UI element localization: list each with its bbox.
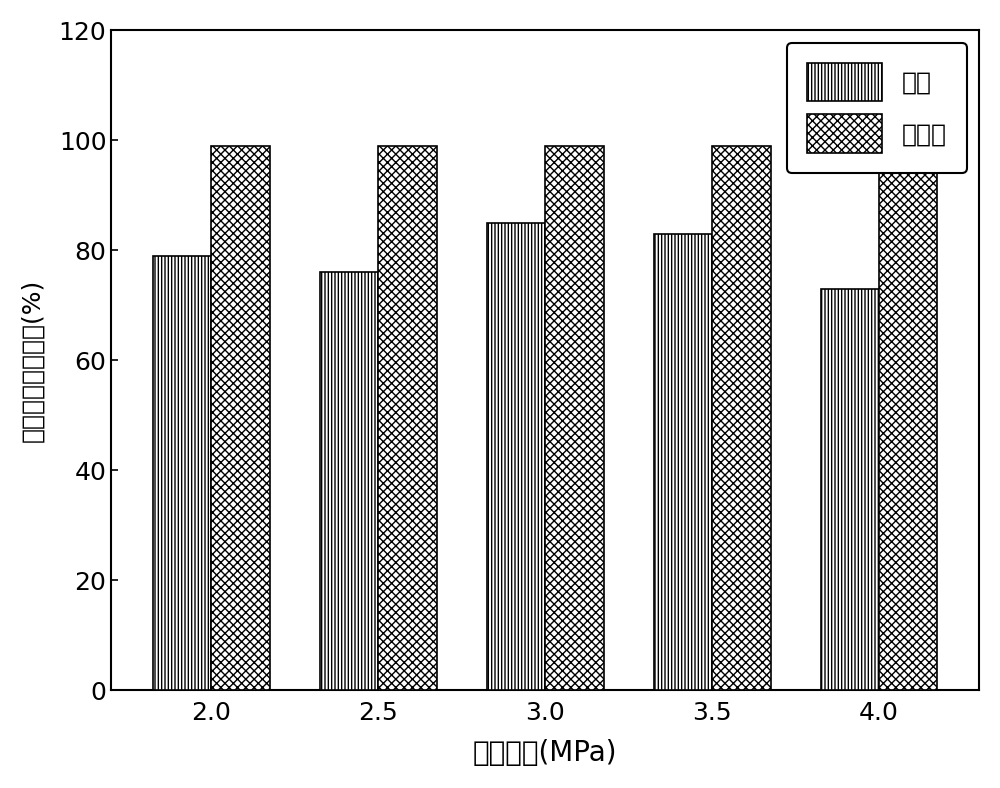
Bar (879, 146, 937, 690)
Bar (378, 146, 437, 690)
Bar (320, 273, 378, 690)
X-axis label: 反应压力(MPa): 反应压力(MPa) (473, 739, 617, 768)
Bar (211, 146, 270, 690)
Bar (821, 288, 879, 690)
Bar (545, 146, 604, 690)
Legend: 产率, 选择性: 产率, 选择性 (787, 43, 967, 173)
Bar (153, 256, 211, 690)
Bar (712, 146, 771, 690)
Bar (654, 234, 712, 690)
Y-axis label: 分离产率和选择性(%): 分离产率和选择性(%) (21, 279, 45, 442)
Bar (487, 223, 545, 690)
